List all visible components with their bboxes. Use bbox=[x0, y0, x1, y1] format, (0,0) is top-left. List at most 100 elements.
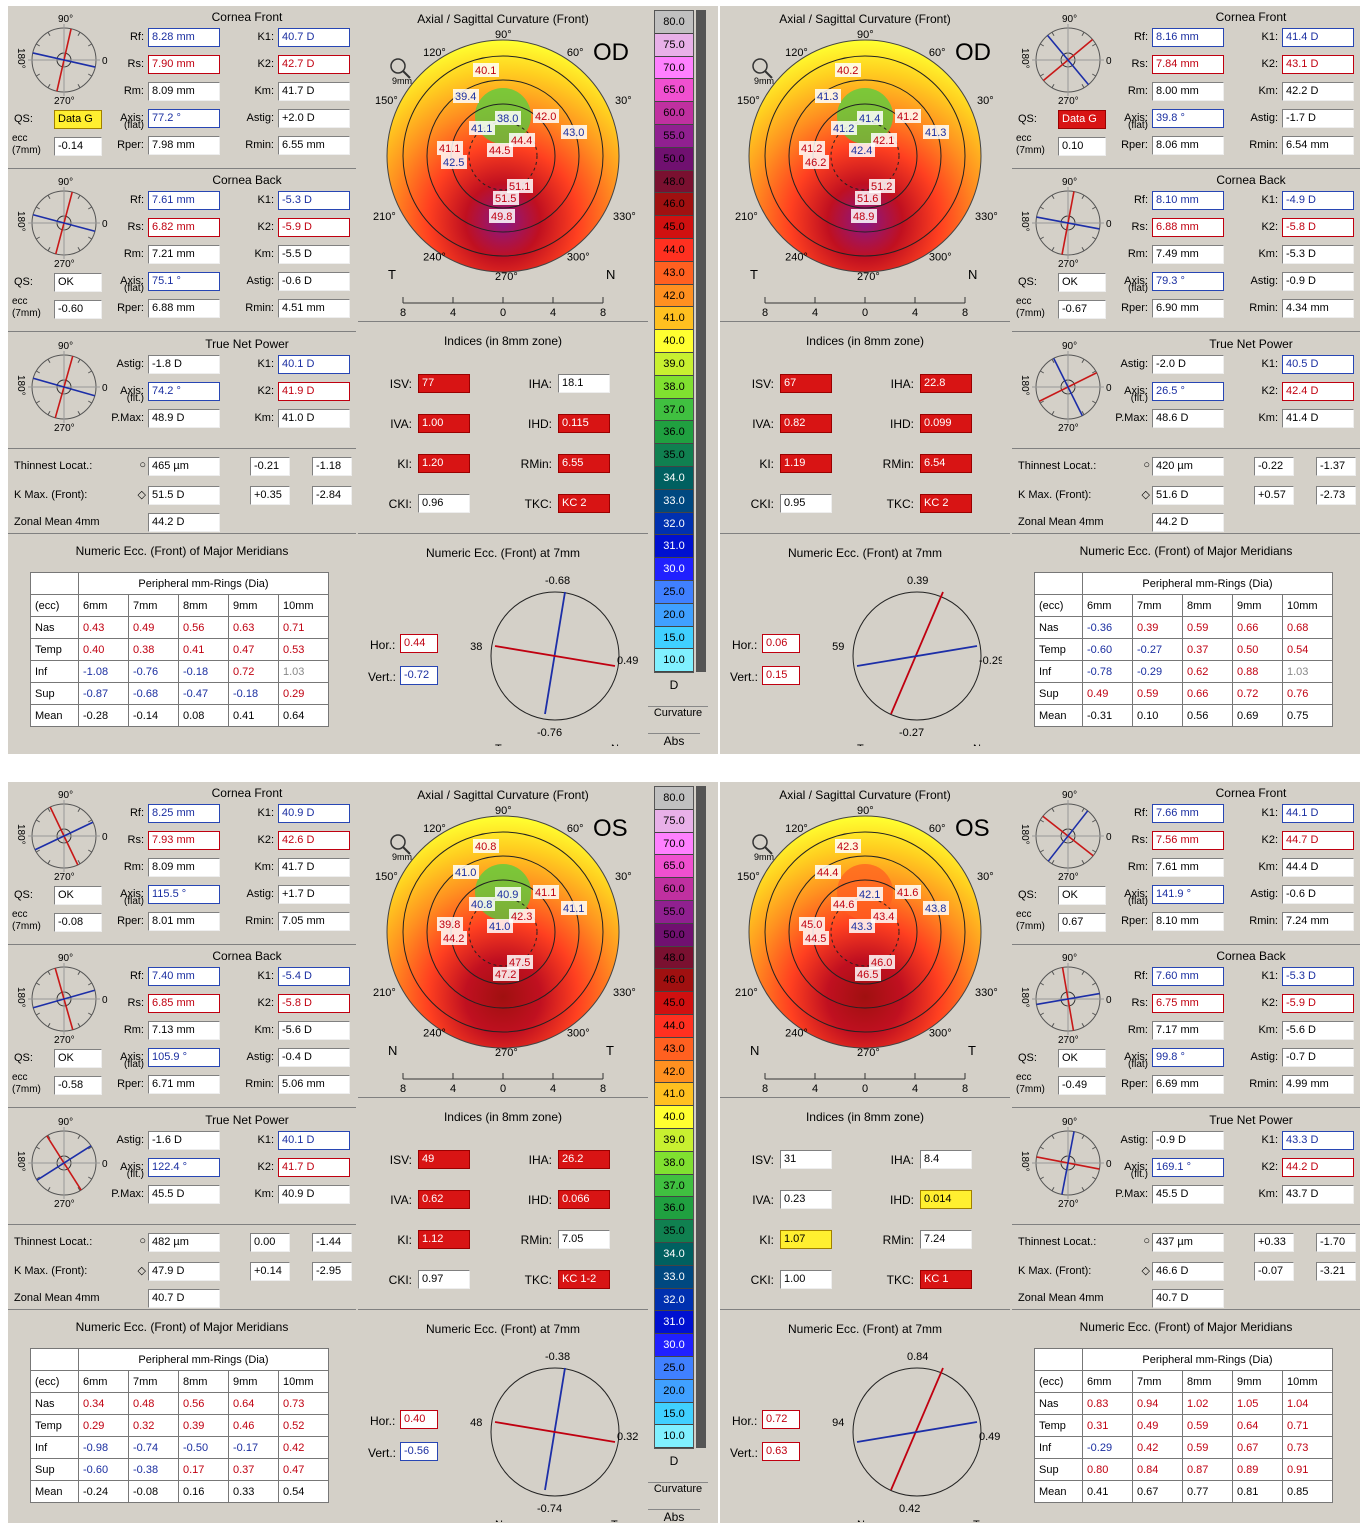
ecc-table-header-cell: 7mm bbox=[128, 594, 179, 617]
dial-tick bbox=[1040, 982, 1045, 986]
curvature-map-svg[interactable]: 90° 60° 30° 330° 300° 270° 240° 210° 150° 120° OS 9… bbox=[720, 804, 1010, 1104]
field-label-k2: K2: bbox=[1261, 1161, 1278, 1173]
ecc-table-row: Temp 0.29 0.32 0.39 0.46 0.52 bbox=[30, 1414, 329, 1437]
color-scale-step: 20.0 bbox=[655, 1379, 693, 1403]
ecc7-value-right: 0.49 bbox=[979, 1431, 1000, 1443]
back-km-value: -5.5 D bbox=[278, 245, 350, 264]
color-scale-step: 32.0 bbox=[655, 512, 693, 536]
field-label-flat: (flat) bbox=[1128, 896, 1148, 907]
dial-tick bbox=[87, 1146, 92, 1150]
thinnest-circle-icon: ○ bbox=[139, 459, 146, 471]
color-scale-step: 43.0 bbox=[655, 1037, 693, 1061]
ecc-table-cell: 0.59 bbox=[1132, 682, 1183, 705]
index-label-ki: KI: bbox=[759, 457, 774, 471]
scale-mode[interactable]: Curvature bbox=[648, 706, 708, 719]
zone-label: 9mm bbox=[754, 76, 774, 86]
curvature-map-svg[interactable]: 90° 60° 30° 330° 300° 270° 240° 210° 150° 120° OD 9… bbox=[358, 28, 648, 328]
back-qs-value[interactable]: OK bbox=[54, 1049, 102, 1068]
map-angle-label: 30° bbox=[977, 95, 994, 107]
ecc-table-header-cell: 7mm bbox=[128, 1370, 179, 1393]
color-scale-step: 33.0 bbox=[655, 1265, 693, 1289]
field-label-qs: QS: bbox=[1018, 1052, 1037, 1064]
index-ihd-value: 0.099 bbox=[920, 414, 972, 433]
map-value-bg bbox=[437, 141, 463, 155]
field-label-axis: Axis: bbox=[1124, 1161, 1148, 1173]
dial-label-0: 0 bbox=[102, 219, 108, 230]
map-value-label: 48.9 bbox=[853, 211, 874, 223]
ecc-table-cell: 0.53 bbox=[278, 638, 329, 661]
ecc-table-cell: 0.73 bbox=[278, 1392, 329, 1415]
ecc-table-cell: -0.47 bbox=[178, 682, 229, 705]
curvature-map-svg[interactable]: 90° 60° 30° 330° 300° 270° 240° 210° 150° 120° OD 9… bbox=[720, 28, 1010, 328]
ecc-table-cell: 0.68 bbox=[1282, 616, 1333, 639]
map-ruler-label: 4 bbox=[912, 1083, 918, 1095]
back-rs-value: 6.82 mm bbox=[148, 218, 220, 237]
ecc-table-cell: 0.39 bbox=[178, 1414, 229, 1437]
dial-label-180: 180° bbox=[1019, 375, 1030, 396]
map-value-bg bbox=[871, 133, 897, 147]
field-label-rper: Rper: bbox=[117, 915, 144, 927]
index-label-cki: CKI: bbox=[750, 497, 774, 511]
scale-mode[interactable]: Curvature bbox=[648, 1482, 708, 1495]
front-qs-value[interactable]: OK bbox=[1058, 886, 1106, 905]
ecc-table-row-label: Mean bbox=[30, 1480, 79, 1503]
map-angle-label: 270° bbox=[495, 271, 518, 283]
front-rf-value: 8.28 mm bbox=[148, 28, 220, 47]
ecc-table-cell: 0.47 bbox=[228, 638, 279, 661]
dial-tick bbox=[1091, 370, 1096, 374]
ecc-table-row-label: Sup bbox=[30, 682, 79, 705]
ecc-table-cell: 0.34 bbox=[78, 1392, 129, 1415]
color-scale-step: 80.0 bbox=[655, 11, 693, 34]
ecc-table: Peripheral mm-Rings (Dia) (ecc) 6mm 7mm 8mm 9… bbox=[30, 1348, 329, 1503]
map-value-label: 51.2 bbox=[871, 181, 892, 193]
curvature-map-title: Axial / Sagittal Curvature (Front) bbox=[417, 12, 589, 26]
map-angle-label: 300° bbox=[929, 1027, 952, 1039]
field-label-k1: K1: bbox=[1261, 31, 1278, 43]
map-value-bg bbox=[895, 885, 921, 899]
ecc-table-header-cell: 9mm bbox=[1232, 1370, 1283, 1393]
dial-tick bbox=[87, 1176, 92, 1180]
map-value-bg bbox=[489, 209, 515, 223]
map-pupil-ring bbox=[468, 121, 538, 191]
front-qs-value[interactable]: Data G bbox=[1058, 110, 1106, 129]
back-ecc-value: -0.49 bbox=[1058, 1076, 1106, 1095]
color-scale-step: 42.0 bbox=[655, 284, 693, 308]
color-scale-step: 10.0 bbox=[655, 649, 693, 673]
front-qs-value[interactable]: OK bbox=[54, 886, 102, 905]
ecc-table-cell: -0.31 bbox=[1082, 704, 1133, 727]
back-qs-value[interactable]: OK bbox=[1058, 1049, 1106, 1068]
ecc-table-subhead-row: Peripheral mm-Rings (Dia) bbox=[30, 1348, 329, 1371]
map-value-bg bbox=[495, 111, 521, 125]
dial-tick bbox=[1051, 859, 1055, 864]
scale-abs[interactable]: Abs bbox=[648, 1509, 700, 1523]
index-tkc-value: KC 1-2 bbox=[558, 1270, 610, 1289]
ecc-table-cell: 0.33 bbox=[228, 1480, 279, 1503]
ecc-table-header-cell: 6mm bbox=[1082, 1370, 1133, 1393]
field-label-k2: K2: bbox=[257, 997, 274, 1009]
color-scale-step: 10.0 bbox=[655, 1425, 693, 1449]
dial-tick bbox=[47, 971, 51, 976]
dial-tick bbox=[47, 1186, 51, 1191]
ecc-table-cell: 0.67 bbox=[1232, 1436, 1283, 1459]
ecc-table-row: Sup -0.87 -0.68 -0.47 -0.18 0.29 bbox=[30, 682, 329, 705]
vert-label: Vert.: bbox=[730, 670, 759, 684]
field-label-rs: Rs: bbox=[1131, 221, 1149, 233]
dial-tick bbox=[36, 819, 41, 823]
thinnest-circle-icon: ○ bbox=[139, 1235, 146, 1247]
index-label-ihd: IHD: bbox=[890, 1193, 914, 1207]
axis-dial-icon: 90° 270° 0 180° bbox=[15, 341, 108, 433]
back-qs-value[interactable]: OK bbox=[54, 273, 102, 292]
curvature-map-svg[interactable]: 90° 60° 30° 330° 300° 270° 240° 210° 150° 120° OS 9… bbox=[358, 804, 648, 1104]
dial-tick bbox=[1051, 195, 1055, 200]
dial-label-0: 0 bbox=[102, 995, 108, 1006]
back-qs-value[interactable]: OK bbox=[1058, 273, 1106, 292]
scale-abs[interactable]: Abs bbox=[648, 733, 700, 748]
ecc-table-cell: 0.84 bbox=[1132, 1458, 1183, 1481]
ecc-table-cell: 0.49 bbox=[128, 616, 179, 639]
front-qs-value[interactable]: Data G bbox=[54, 110, 102, 129]
field-label-k1: K1: bbox=[1261, 970, 1278, 982]
index-label-iha: IHA: bbox=[890, 377, 914, 391]
dial-label-90: 90° bbox=[1062, 790, 1077, 801]
ecc-table-cell: -0.50 bbox=[178, 1436, 229, 1459]
ecc-table-cell: 0.59 bbox=[1182, 616, 1233, 639]
